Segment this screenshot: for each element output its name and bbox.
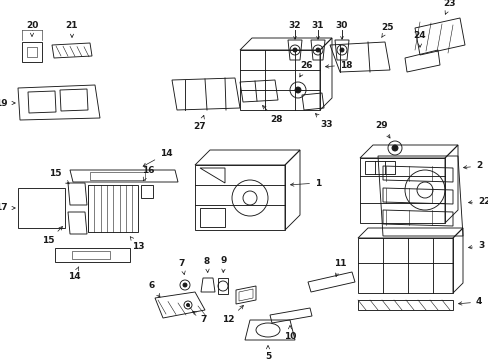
Text: 27: 27	[193, 115, 206, 131]
Ellipse shape	[183, 283, 186, 287]
Text: 22: 22	[468, 197, 488, 206]
Text: 8: 8	[203, 257, 210, 273]
Text: 4: 4	[458, 297, 481, 306]
Text: 20: 20	[26, 21, 38, 36]
Text: 26: 26	[299, 61, 312, 77]
Text: 32: 32	[288, 21, 301, 30]
Ellipse shape	[315, 48, 319, 52]
Ellipse shape	[391, 145, 397, 151]
Text: 1: 1	[290, 179, 321, 188]
Text: 10: 10	[283, 325, 296, 341]
Text: 33: 33	[315, 113, 332, 129]
Text: 5: 5	[264, 346, 270, 360]
Text: 14: 14	[143, 149, 172, 166]
Text: 21: 21	[65, 21, 78, 37]
Text: 15: 15	[49, 169, 69, 184]
Text: 11: 11	[333, 259, 346, 276]
Text: 6: 6	[148, 281, 160, 297]
Text: 28: 28	[262, 105, 282, 124]
Text: 14: 14	[68, 267, 81, 281]
Text: 18: 18	[325, 60, 352, 69]
Text: 17: 17	[0, 203, 15, 212]
Text: 7: 7	[179, 259, 185, 275]
Text: 16: 16	[142, 166, 154, 181]
Text: 31: 31	[311, 21, 324, 30]
Text: 13: 13	[130, 237, 144, 251]
Text: 7: 7	[192, 311, 206, 324]
Ellipse shape	[339, 48, 343, 52]
Ellipse shape	[294, 87, 301, 93]
Text: 24: 24	[413, 31, 426, 47]
Text: 29: 29	[375, 121, 389, 138]
Ellipse shape	[292, 48, 296, 52]
Text: 12: 12	[222, 305, 243, 324]
Text: 25: 25	[381, 23, 393, 37]
Text: 3: 3	[468, 242, 483, 251]
Text: 9: 9	[221, 256, 227, 273]
Ellipse shape	[186, 303, 189, 306]
Text: 19: 19	[0, 99, 15, 108]
Text: 2: 2	[463, 162, 481, 171]
Text: 15: 15	[42, 226, 62, 245]
Text: 23: 23	[443, 0, 455, 14]
Text: 30: 30	[335, 21, 347, 30]
